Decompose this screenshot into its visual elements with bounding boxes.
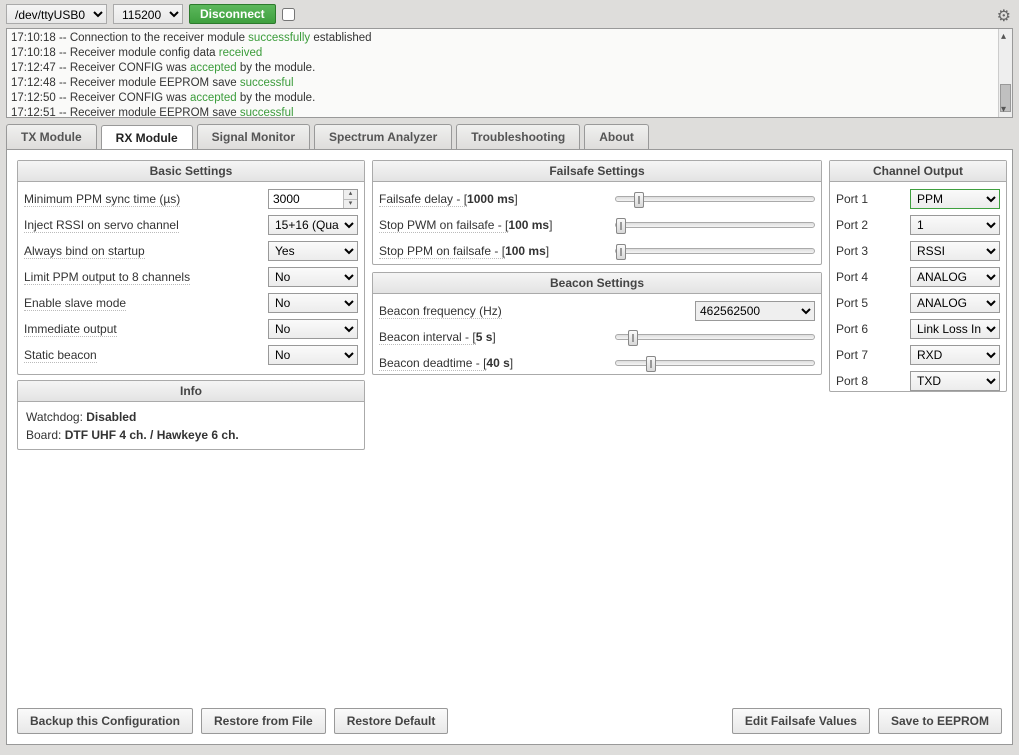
bottom-buttons-right: Edit Failsafe Values Save to EEPROM: [732, 708, 1002, 734]
gear-icon[interactable]: ⚙: [997, 6, 1011, 26]
beacon-deadtime-slider[interactable]: [615, 360, 815, 366]
scroll-up-icon[interactable]: ▴: [1001, 29, 1006, 44]
baud-select[interactable]: 115200: [113, 4, 183, 24]
port-1-select[interactable]: PPM: [910, 189, 1000, 209]
port-4-select[interactable]: ANALOG: [910, 267, 1000, 287]
log-line: 17:12:50 -- Receiver CONFIG was accepted…: [11, 91, 1008, 106]
limit-select[interactable]: No: [268, 267, 358, 287]
edit-failsafe-button[interactable]: Edit Failsafe Values: [732, 708, 870, 734]
stop-pwm-label: Stop PWM on failsafe - [100 ms]: [379, 218, 552, 232]
log-line: 17:12:48 -- Receiver module EEPROM save …: [11, 76, 1008, 91]
slave-label: Enable slave mode: [24, 296, 126, 311]
topbar: /dev/ttyUSB0 115200 Disconnect ⚙: [0, 0, 1019, 28]
bind-select[interactable]: Yes: [268, 241, 358, 261]
info-panel: Info Watchdog: Disabled Board: DTF UHF 4…: [17, 380, 365, 450]
beacon-freq-label: Beacon frequency (Hz): [379, 304, 502, 319]
rssi-label: Inject RSSI on servo channel: [24, 218, 179, 233]
content-area: Basic Settings Minimum PPM sync time (µs…: [6, 149, 1013, 745]
tabs: TX Module RX Module Signal Monitor Spect…: [6, 124, 1013, 149]
port-6-select[interactable]: Link Loss In: [910, 319, 1000, 339]
port-label: Port 4: [836, 270, 892, 284]
panel-title: Channel Output: [830, 161, 1006, 182]
rssi-select[interactable]: 15+16 (Qual: [268, 215, 358, 235]
port-7-select[interactable]: RXD: [910, 345, 1000, 365]
log-line: 17:10:18 -- Connection to the receiver m…: [11, 31, 1008, 46]
restore-default-button[interactable]: Restore Default: [334, 708, 449, 734]
unknown-checkbox[interactable]: [282, 8, 295, 21]
port-label: Port 6: [836, 322, 892, 336]
log-area: 17:10:18 -- Connection to the receiver m…: [6, 28, 1013, 118]
static-label: Static beacon: [24, 348, 97, 363]
stop-ppm-label: Stop PPM on failsafe - [100 ms]: [379, 244, 549, 258]
bind-label: Always bind on startup: [24, 244, 145, 259]
log-line: 17:10:18 -- Receiver module config data …: [11, 46, 1008, 61]
backup-button[interactable]: Backup this Configuration: [17, 708, 193, 734]
beacon-interval-label: Beacon interval - [5 s]: [379, 330, 496, 344]
immediate-label: Immediate output: [24, 322, 117, 337]
port-label: Port 5: [836, 296, 892, 310]
watchdog-line: Watchdog: Disabled: [26, 408, 356, 426]
port-label: Port 8: [836, 374, 892, 388]
scroll-down-icon[interactable]: ▾: [1001, 102, 1006, 117]
tab-about[interactable]: About: [584, 124, 649, 149]
port-label: Port 3: [836, 244, 892, 258]
bottom-buttons-left: Backup this Configuration Restore from F…: [17, 708, 448, 734]
tab-troubleshooting[interactable]: Troubleshooting: [456, 124, 580, 149]
failsafe-delay-slider[interactable]: [615, 196, 815, 202]
failsafe-panel: Failsafe Settings Failsafe delay - [1000…: [372, 160, 822, 265]
restore-file-button[interactable]: Restore from File: [201, 708, 326, 734]
tab-rx-module[interactable]: RX Module: [101, 125, 193, 150]
port-2-select[interactable]: 1: [910, 215, 1000, 235]
port-label: Port 2: [836, 218, 892, 232]
beacon-freq-select[interactable]: 462562500: [695, 301, 815, 321]
limit-label: Limit PPM output to 8 channels: [24, 270, 190, 285]
panel-title: Failsafe Settings: [373, 161, 821, 182]
port-3-select[interactable]: RSSI: [910, 241, 1000, 261]
panel-title: Basic Settings: [18, 161, 364, 182]
panel-title: Beacon Settings: [373, 273, 821, 294]
beacon-interval-slider[interactable]: [615, 334, 815, 340]
tab-signal-monitor[interactable]: Signal Monitor: [197, 124, 310, 149]
channel-output-panel: Channel Output Port 1 PPM Port 2 1 Port 3 RSS…: [829, 160, 1007, 392]
log-line: 17:12:47 -- Receiver CONFIG was accepted…: [11, 61, 1008, 76]
slave-select[interactable]: No: [268, 293, 358, 313]
beacon-panel: Beacon Settings Beacon frequency (Hz) 46…: [372, 272, 822, 375]
tab-tx-module[interactable]: TX Module: [6, 124, 97, 149]
port-5-select[interactable]: ANALOG: [910, 293, 1000, 313]
stop-pwm-slider[interactable]: [615, 222, 815, 228]
port-label: Port 7: [836, 348, 892, 362]
static-select[interactable]: No: [268, 345, 358, 365]
beacon-deadtime-label: Beacon deadtime - [40 s]: [379, 356, 513, 370]
disconnect-button[interactable]: Disconnect: [189, 4, 276, 24]
basic-settings-panel: Basic Settings Minimum PPM sync time (µs…: [17, 160, 365, 375]
port-label: Port 1: [836, 192, 892, 206]
save-eeprom-button[interactable]: Save to EEPROM: [878, 708, 1002, 734]
port-select[interactable]: /dev/ttyUSB0: [6, 4, 107, 24]
ppm-sync-label: Minimum PPM sync time (µs): [24, 192, 180, 207]
board-line: Board: DTF UHF 4 ch. / Hawkeye 6 ch.: [26, 426, 356, 444]
tab-spectrum-analyzer[interactable]: Spectrum Analyzer: [314, 124, 452, 149]
log-scrollbar[interactable]: ▴ ▾: [998, 29, 1012, 117]
failsafe-delay-label: Failsafe delay - [1000 ms]: [379, 192, 518, 206]
stop-ppm-slider[interactable]: [615, 248, 815, 254]
log-line: 17:12:51 -- Receiver module EEPROM save …: [11, 106, 1008, 118]
immediate-select[interactable]: No: [268, 319, 358, 339]
port-8-select[interactable]: TXD: [910, 371, 1000, 391]
panel-title: Info: [18, 381, 364, 402]
